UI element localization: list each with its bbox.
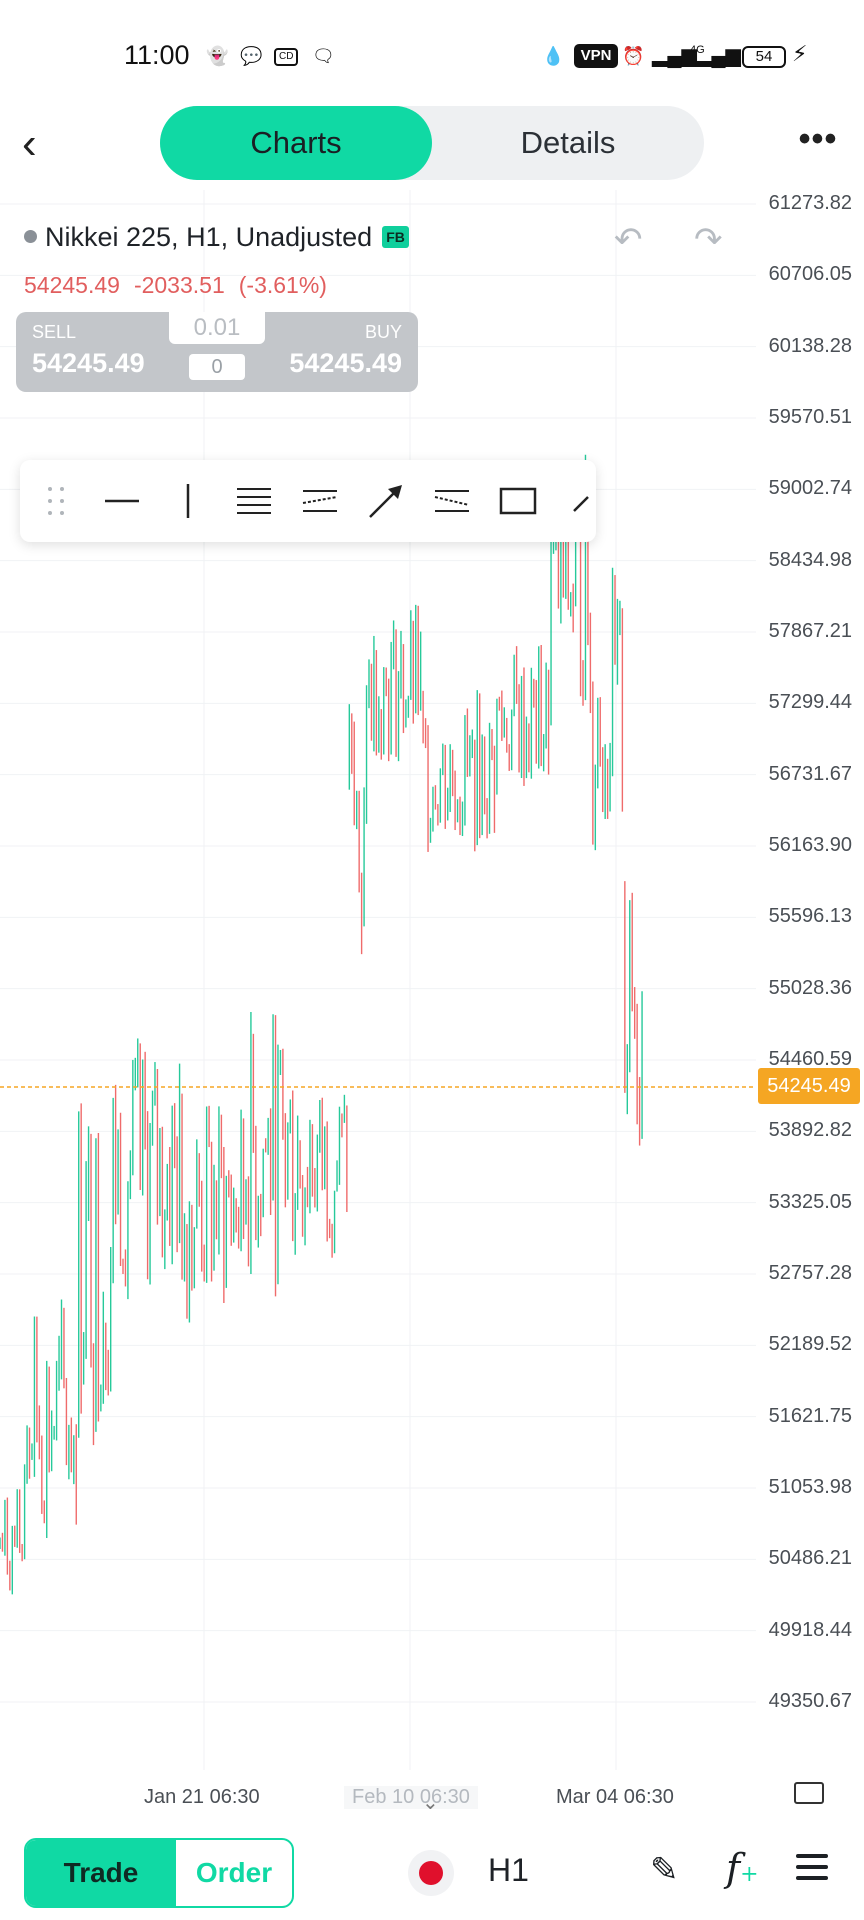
- quick-trade-panel: SELL 54245.49 BUY 54245.49 0.01 0: [16, 312, 418, 392]
- timeframe-selector[interactable]: H1: [488, 1852, 529, 1888]
- back-button[interactable]: ‹: [22, 119, 37, 168]
- yaxis-label: 56163.90: [768, 833, 852, 856]
- more-options-icon[interactable]: •••: [798, 120, 838, 158]
- trade-button[interactable]: Trade: [26, 1840, 176, 1906]
- alarm-icon: ⏰: [622, 46, 645, 66]
- charging-icon: ⚡: [792, 41, 808, 66]
- water-drop-icon: 💧: [542, 46, 565, 66]
- rectangle-icon[interactable]: [490, 460, 546, 542]
- last-price: 54245.49: [24, 272, 120, 298]
- status-dot: [24, 230, 37, 243]
- battery-icon: 54: [742, 46, 786, 68]
- tab-charts[interactable]: Charts: [160, 106, 432, 180]
- change-value: -2033.51: [133, 272, 225, 298]
- arrow-icon[interactable]: [358, 460, 414, 542]
- fib-channel-icon[interactable]: [292, 460, 348, 542]
- yaxis-label: 57867.21: [768, 619, 852, 642]
- change-percent: (-3.61%): [238, 272, 327, 298]
- indicator-function-icon[interactable]: f+: [726, 1846, 759, 1890]
- vpn-badge: VPN: [574, 44, 618, 68]
- signal-bars-icon: ▂▄▆: [696, 45, 741, 67]
- view-tabs: Charts Details: [160, 106, 704, 180]
- sell-label[interactable]: SELL: [32, 322, 77, 342]
- yaxis-label: 53325.05: [768, 1190, 852, 1213]
- yaxis-label: 60706.05: [768, 263, 852, 286]
- fullscreen-icon[interactable]: [794, 1782, 824, 1804]
- signal-icon: ▂▄▆: [652, 45, 697, 67]
- menu-icon[interactable]: [796, 1854, 828, 1880]
- record-icon[interactable]: [408, 1850, 454, 1896]
- yaxis-label: 55596.13: [768, 905, 852, 928]
- yaxis-label: 51621.75: [768, 1404, 852, 1427]
- yaxis-label: 59002.74: [768, 477, 852, 500]
- yaxis-label: 60138.28: [768, 334, 852, 357]
- messages-icon: 🗨: [312, 46, 335, 66]
- yaxis-label: 52757.28: [768, 1262, 852, 1284]
- yaxis-label: 50486.21: [768, 1547, 852, 1570]
- buy-price-button[interactable]: 54245.49: [289, 348, 402, 378]
- candles: [0, 454, 643, 1595]
- vertical-line-icon[interactable]: [160, 460, 216, 542]
- candlestick-chart[interactable]: [0, 190, 864, 1790]
- bottom-bar: Trade Order H1 ✎ f+: [0, 1820, 864, 1920]
- instrument-name: Nikkei 225, H1, Unadjusted: [45, 222, 373, 252]
- fb-badge: FB: [382, 226, 409, 248]
- trend-line-icon[interactable]: [556, 460, 596, 542]
- yaxis-label: 58434.98: [768, 548, 852, 571]
- price-change: 54245.49 -2033.51 (-3.61%): [24, 272, 341, 299]
- spread-value: 0: [189, 354, 245, 380]
- yaxis-label: 57299.44: [768, 691, 852, 714]
- drawing-toolbar: [20, 460, 596, 542]
- trade-order-toggle: Trade Order: [24, 1838, 294, 1908]
- horizontal-line-icon[interactable]: [94, 460, 150, 542]
- regression-channel-icon[interactable]: [424, 460, 480, 542]
- snapchat-icon: 👻: [206, 46, 229, 66]
- cd-icon: CD: [274, 48, 299, 66]
- yaxis-label: 54460.59: [768, 1048, 852, 1070]
- tab-details[interactable]: Details: [520, 125, 616, 160]
- yaxis-label: 49918.44: [768, 1618, 852, 1641]
- parallel-channel-icon[interactable]: [226, 460, 282, 542]
- xaxis-label: Feb 10 06:30: [344, 1786, 478, 1809]
- yaxis-label: 49350.67: [768, 1690, 852, 1712]
- xaxis-label: Jan 21 06:30: [144, 1786, 260, 1808]
- yaxis-label: 51053.98: [768, 1475, 852, 1498]
- status-bar: 11:00 👻 💬 CD 🗨 💧 VPN ⏰ ▂▄▆ 4G ▂▄▆ 54 ⚡: [0, 0, 864, 100]
- sell-price-button[interactable]: 54245.49: [32, 348, 145, 378]
- yaxis-label: 52189.52: [768, 1333, 852, 1356]
- 4g-signal-icon: 4G: [690, 44, 705, 56]
- yaxis-label: 59570.51: [768, 406, 852, 428]
- yaxis-label: 53892.82: [768, 1119, 852, 1142]
- lot-size-input[interactable]: 0.01: [169, 312, 265, 344]
- status-time: 11:00: [124, 40, 190, 70]
- draw-pencil-icon[interactable]: ✎: [650, 1851, 679, 1889]
- buy-label[interactable]: BUY: [364, 322, 402, 342]
- instrument-title[interactable]: Nikkei 225, H1, Unadjusted FB: [24, 222, 409, 253]
- chat-bubble-icon: 💬: [240, 46, 263, 66]
- chart-grid: [0, 190, 756, 1770]
- redo-icon[interactable]: ↷: [694, 221, 723, 259]
- order-button[interactable]: Order: [195, 1857, 273, 1888]
- undo-icon[interactable]: ↶: [614, 221, 643, 259]
- yaxis-label: 55028.36: [768, 976, 852, 999]
- yaxis-label: 56731.67: [768, 762, 852, 785]
- xaxis-label: Mar 04 06:30: [556, 1786, 674, 1808]
- current-price-tag: 54245.49: [758, 1068, 860, 1104]
- yaxis-label: 61273.82: [768, 192, 852, 214]
- chevron-down-icon[interactable]: ⌄: [422, 1792, 439, 1814]
- drag-handle-icon[interactable]: [28, 460, 84, 542]
